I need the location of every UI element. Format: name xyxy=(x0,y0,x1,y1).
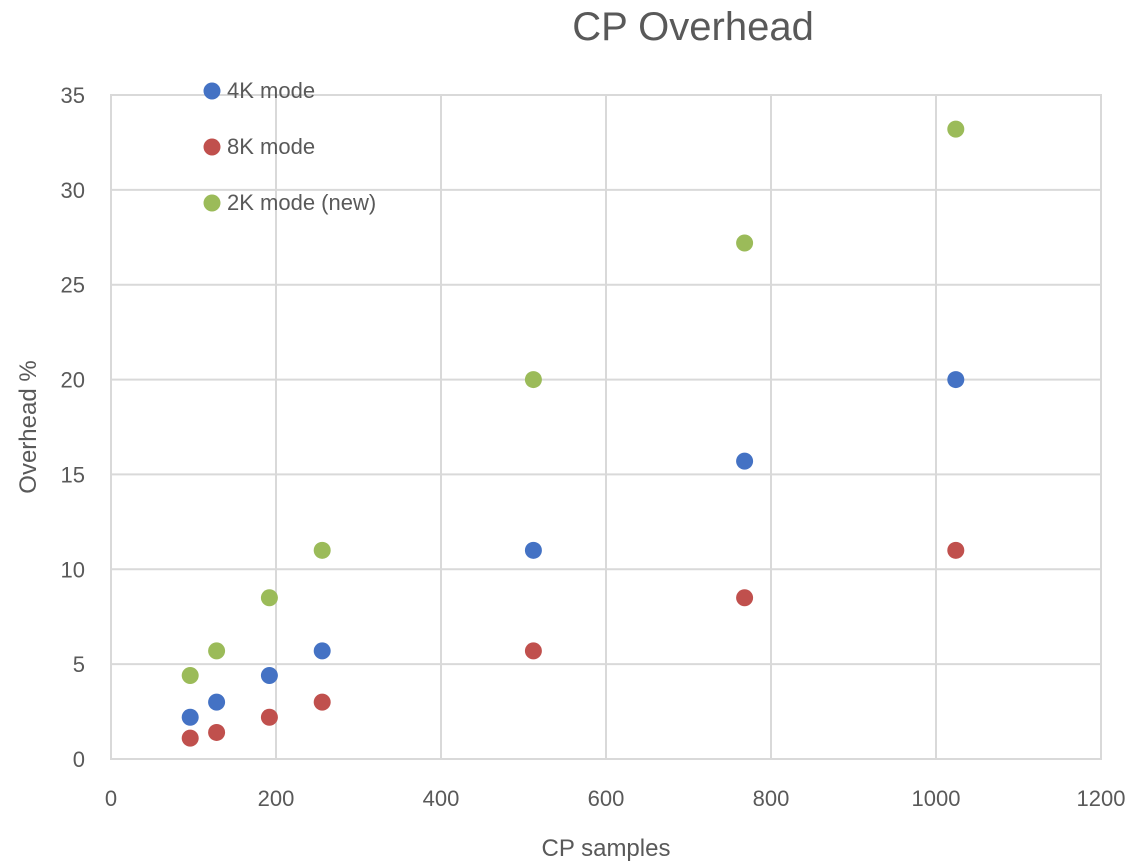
legend-label: 8K mode xyxy=(227,134,315,159)
data-point-2k-mode-new xyxy=(736,234,754,252)
legend-marker xyxy=(203,194,221,212)
y-tick-label: 5 xyxy=(73,652,85,677)
data-point-4k-mode xyxy=(313,642,331,660)
data-point-8k-mode xyxy=(947,541,965,559)
data-point-8k-mode xyxy=(181,729,199,747)
y-tick-label: 30 xyxy=(61,178,85,203)
plot-area xyxy=(110,94,1102,760)
x-tick-label: 1200 xyxy=(1077,786,1126,811)
data-point-2k-mode-new xyxy=(260,589,278,607)
y-tick-label: 35 xyxy=(61,83,85,108)
y-tick-label: 15 xyxy=(61,462,85,487)
data-point-2k-mode-new xyxy=(208,642,226,660)
data-point-8k-mode xyxy=(260,708,278,726)
data-point-2k-mode-new xyxy=(313,541,331,559)
data-point-2k-mode-new xyxy=(181,667,199,685)
y-tick-label: 25 xyxy=(61,273,85,298)
data-point-8k-mode xyxy=(736,589,754,607)
legend: 4K mode 8K mode 2K mode (new) xyxy=(203,78,376,215)
legend-label: 4K mode xyxy=(227,78,315,103)
x-tick-label: 600 xyxy=(588,786,625,811)
data-point-4k-mode xyxy=(947,371,965,389)
data-point-2k-mode-new xyxy=(947,120,965,138)
x-tick-label: 800 xyxy=(753,786,790,811)
data-point-4k-mode xyxy=(524,541,542,559)
data-point-4k-mode xyxy=(260,667,278,685)
x-tick-label: 0 xyxy=(105,786,117,811)
data-point-4k-mode xyxy=(736,452,754,470)
y-tick-label: 20 xyxy=(61,368,85,393)
data-point-4k-mode xyxy=(181,708,199,726)
y-axis-label: Overhead % xyxy=(15,360,42,493)
data-point-4k-mode xyxy=(208,693,226,711)
y-tick-label: 10 xyxy=(61,557,85,582)
x-tick-label: 200 xyxy=(258,786,295,811)
chart-title: CP Overhead xyxy=(572,5,814,49)
legend-marker xyxy=(203,138,221,156)
data-point-8k-mode xyxy=(208,723,226,741)
data-points xyxy=(181,120,965,747)
tick-labels: 0 200 400 600 800 1000 1200 0 5 10 15 20 25 30 35 xyxy=(61,83,1126,811)
x-tick-label: 1000 xyxy=(912,786,961,811)
data-point-8k-mode xyxy=(524,642,542,660)
legend-label: 2K mode (new) xyxy=(227,190,376,215)
legend-marker xyxy=(203,82,221,100)
data-point-2k-mode-new xyxy=(524,371,542,389)
grid xyxy=(110,94,1102,760)
data-point-8k-mode xyxy=(313,693,331,711)
x-axis-label: CP samples xyxy=(542,835,671,862)
y-tick-label: 0 xyxy=(73,747,85,772)
x-tick-label: 400 xyxy=(423,786,460,811)
